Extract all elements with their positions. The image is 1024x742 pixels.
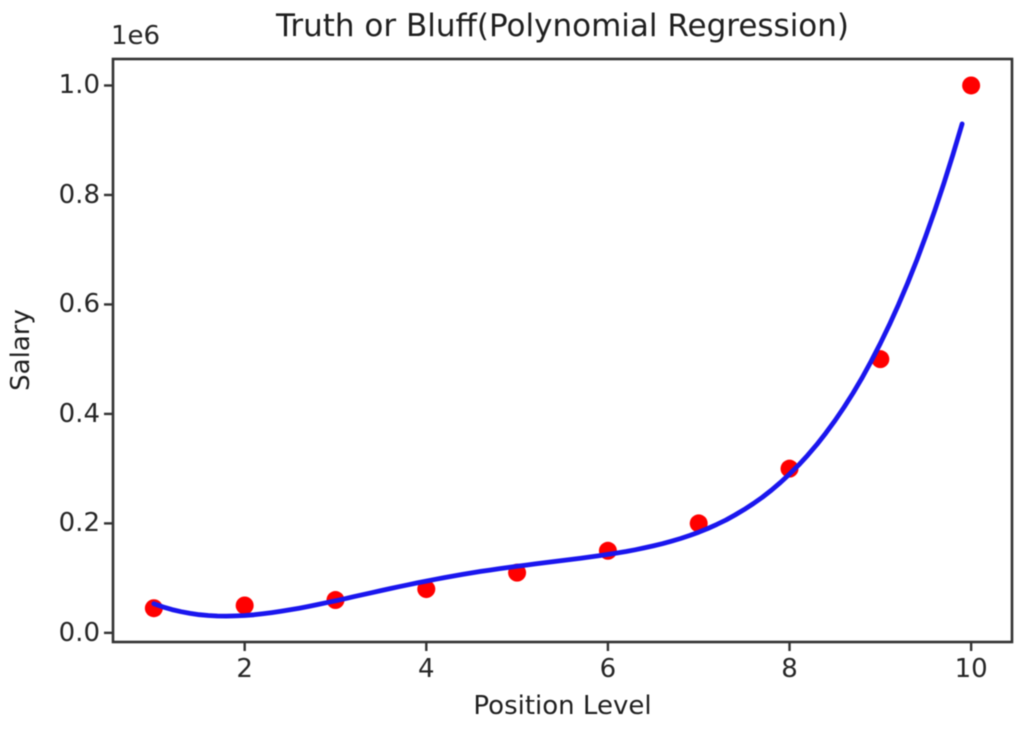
x-axis-label: Position Level bbox=[473, 691, 652, 721]
data-point bbox=[235, 596, 254, 615]
axes-frame bbox=[111, 57, 1014, 644]
y-tick-label: 0.6 bbox=[58, 289, 100, 320]
y-tick-label: 1.0 bbox=[58, 70, 100, 101]
y-tick-label: 0.4 bbox=[58, 398, 100, 429]
data-point bbox=[417, 580, 436, 599]
x-tick-label: 4 bbox=[418, 654, 435, 684]
chart-title: Truth or Bluff(Polynomial Regression) bbox=[275, 8, 850, 44]
y-axis-offset-label: 1e6 bbox=[111, 21, 161, 51]
x-tick-label: 6 bbox=[599, 654, 617, 684]
y-axis-label: Salary bbox=[6, 309, 36, 391]
data-point bbox=[962, 76, 981, 95]
x-tick-label: 10 bbox=[954, 654, 988, 684]
x-tick-label: 8 bbox=[781, 654, 798, 684]
x-tick-label: 2 bbox=[236, 654, 253, 684]
y-tick-label: 0.8 bbox=[58, 179, 100, 210]
regression-curve bbox=[151, 121, 965, 619]
data-point bbox=[780, 459, 799, 478]
y-tick-label: 0.0 bbox=[58, 617, 100, 648]
y-tick-label: 0.2 bbox=[58, 508, 100, 539]
